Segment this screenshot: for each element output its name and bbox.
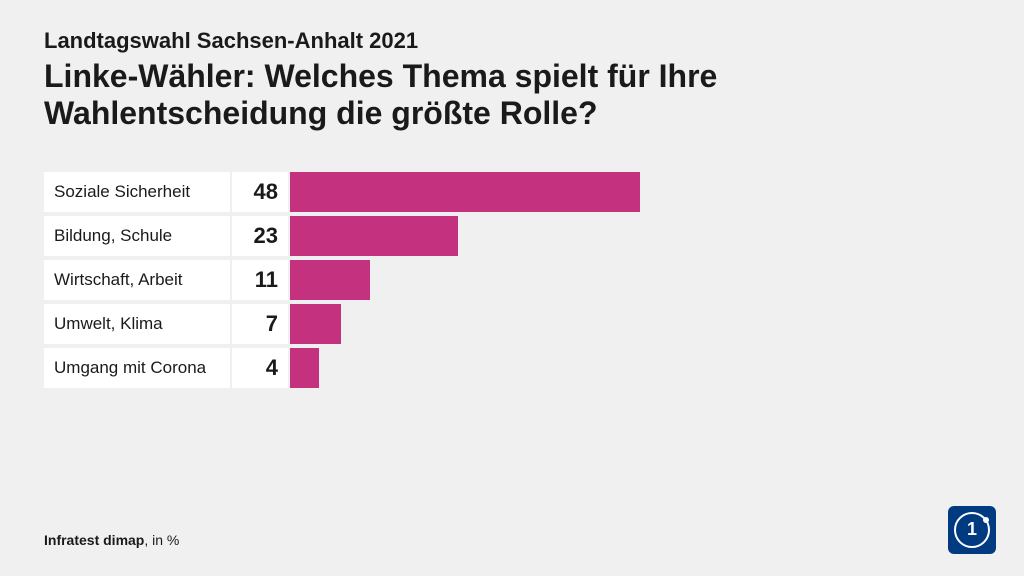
bar — [290, 216, 458, 256]
bar-area — [290, 304, 341, 344]
bar — [290, 260, 370, 300]
row-value: 48 — [232, 172, 288, 212]
row-label: Wirtschaft, Arbeit — [44, 260, 230, 300]
row-label: Umgang mit Corona — [44, 348, 230, 388]
broadcaster-logo — [948, 506, 996, 554]
bar-chart: Soziale Sicherheit48Bildung, Schule23Wir… — [44, 172, 640, 392]
bar — [290, 304, 341, 344]
chart-subtitle: Landtagswahl Sachsen-Anhalt 2021 — [44, 28, 418, 54]
source-unit: , in % — [144, 532, 179, 548]
chart-row: Bildung, Schule23 — [44, 216, 640, 256]
row-value: 7 — [232, 304, 288, 344]
bar — [290, 172, 640, 212]
row-label: Bildung, Schule — [44, 216, 230, 256]
row-value: 11 — [232, 260, 288, 300]
bar-area — [290, 216, 458, 256]
row-label: Umwelt, Klima — [44, 304, 230, 344]
chart-row: Umwelt, Klima7 — [44, 304, 640, 344]
chart-title: Linke-Wähler: Welches Thema spielt für I… — [44, 58, 944, 132]
row-value: 23 — [232, 216, 288, 256]
bar-area — [290, 348, 319, 388]
chart-row: Soziale Sicherheit48 — [44, 172, 640, 212]
row-label: Soziale Sicherheit — [44, 172, 230, 212]
row-value: 4 — [232, 348, 288, 388]
bar-area — [290, 172, 640, 212]
chart-container: Landtagswahl Sachsen-Anhalt 2021 Linke-W… — [0, 0, 1024, 576]
chart-source: Infratest dimap, in % — [44, 532, 179, 548]
chart-row: Umgang mit Corona4 — [44, 348, 640, 388]
source-name: Infratest dimap — [44, 532, 144, 548]
bar-area — [290, 260, 370, 300]
logo-icon — [954, 512, 990, 548]
chart-row: Wirtschaft, Arbeit11 — [44, 260, 640, 300]
bar — [290, 348, 319, 388]
